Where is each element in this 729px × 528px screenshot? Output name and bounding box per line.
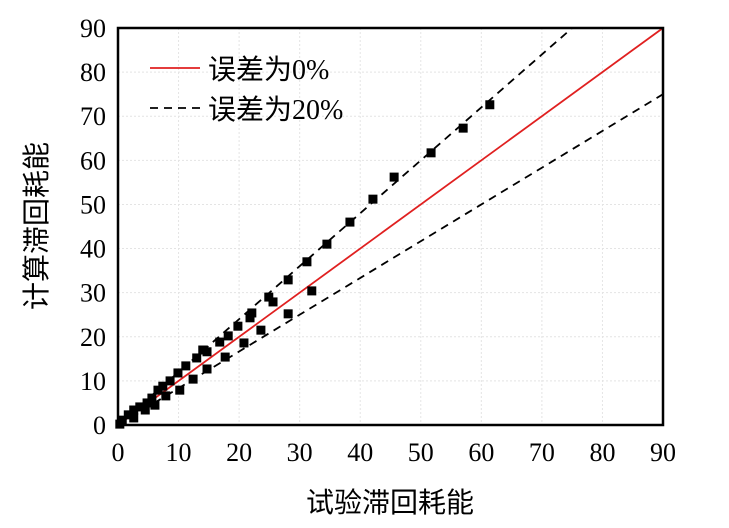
data-point — [129, 413, 139, 423]
data-point — [389, 172, 399, 182]
y-tick-label: 80 — [80, 58, 106, 87]
legend-label-0: 误差为0% — [208, 54, 329, 86]
data-point — [181, 361, 191, 371]
x-tick-label: 40 — [347, 438, 373, 467]
data-point — [268, 297, 278, 307]
data-point — [223, 331, 233, 341]
data-point — [247, 308, 257, 318]
data-point — [264, 292, 274, 302]
data-point — [245, 313, 255, 323]
data-point — [220, 352, 230, 362]
data-point — [165, 376, 175, 386]
data-point — [158, 381, 168, 391]
x-axis-label: 试验滞回耗能 — [306, 487, 474, 519]
x-tick-label: 80 — [589, 438, 615, 467]
line-error-0 — [117, 27, 664, 426]
legend-label-1: 误差为20% — [208, 94, 343, 126]
y-tick-labels: 0 10 20 30 40 50 60 70 80 90 — [80, 14, 106, 440]
data-point — [129, 405, 139, 415]
data-point — [256, 325, 266, 335]
data-point — [239, 338, 249, 348]
y-tick-label: 50 — [80, 190, 106, 219]
data-point — [175, 385, 185, 395]
line-error-20-2 — [117, 93, 664, 426]
data-point — [142, 398, 152, 408]
y-tick-label: 40 — [80, 235, 106, 264]
data-point — [198, 345, 208, 355]
data-point — [192, 353, 202, 363]
x-tick-label: 10 — [166, 438, 192, 467]
data-point — [426, 148, 436, 158]
data-point — [135, 402, 145, 412]
data-point — [322, 239, 332, 249]
data-point — [302, 257, 312, 267]
y-tick-label: 90 — [80, 14, 106, 43]
x-tick-label: 90 — [650, 438, 676, 467]
data-point — [283, 309, 293, 319]
y-tick-label: 70 — [80, 102, 106, 131]
y-tick-label: 10 — [80, 367, 106, 396]
y-tick-label: 60 — [80, 146, 106, 175]
plot-frame — [116, 26, 665, 427]
x-tick-label: 0 — [112, 438, 125, 467]
y-tick-label: 0 — [93, 411, 106, 440]
y-tick-label: 30 — [80, 279, 106, 308]
reference-lines — [117, 27, 664, 426]
y-tick-label: 20 — [80, 323, 106, 352]
data-point — [215, 337, 225, 347]
x-tick-label: 30 — [287, 438, 313, 467]
data-point — [188, 374, 198, 384]
data-point — [173, 368, 183, 378]
data-point — [140, 405, 150, 415]
data-point — [147, 393, 157, 403]
data-point — [283, 275, 293, 285]
data-point — [161, 391, 171, 401]
data-point — [307, 286, 317, 296]
data-points — [115, 100, 495, 429]
data-point — [458, 123, 468, 133]
data-point — [150, 400, 160, 410]
x-tick-label: 70 — [529, 438, 555, 467]
x-tick-label: 50 — [408, 438, 434, 467]
x-tick-labels: 0 10 20 30 40 50 60 70 80 90 — [112, 438, 677, 467]
x-tick-label: 20 — [226, 438, 252, 467]
data-point — [123, 410, 133, 420]
data-point — [485, 100, 495, 110]
data-point — [202, 364, 212, 374]
grid — [118, 28, 663, 425]
data-point — [233, 321, 243, 331]
data-point — [153, 385, 163, 395]
legend: 误差为0% 误差为20% — [150, 54, 343, 126]
data-point — [368, 194, 378, 204]
x-tick-label: 60 — [468, 438, 494, 467]
data-point — [345, 217, 355, 227]
y-axis-label: 计算滞回耗能 — [21, 142, 53, 310]
